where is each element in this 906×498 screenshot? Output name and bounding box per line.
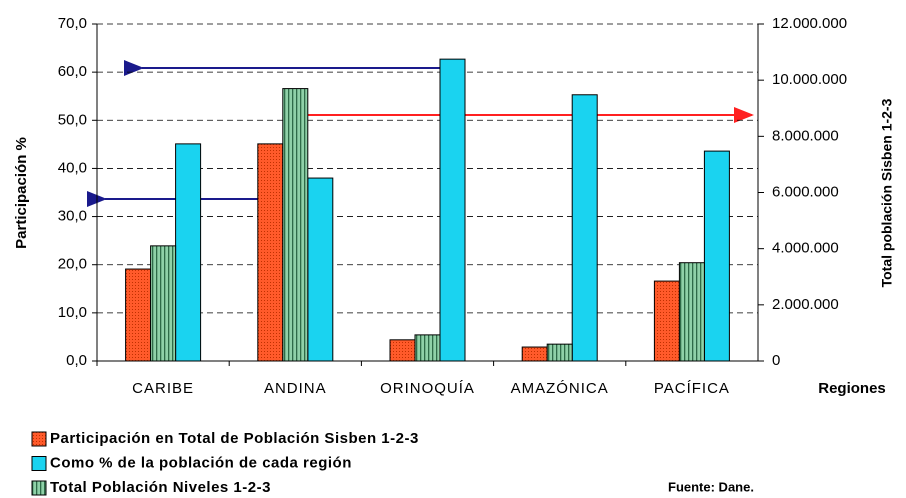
x-tick-label: AMAZÓNICA <box>511 380 609 397</box>
legend-swatch <box>31 480 47 496</box>
legend-label: Participación en Total de Población Sisb… <box>50 430 419 447</box>
bar <box>678 262 705 362</box>
y-tick-label: 70,0 <box>58 15 87 32</box>
y-tick-label: 0,0 <box>66 352 87 369</box>
bar <box>175 143 202 362</box>
bar <box>150 245 177 362</box>
y2-tick-label: 4.000.000 <box>772 240 839 257</box>
y2-axis-title: Total población Sisben 1-2-3 <box>879 98 895 287</box>
y-axis-title: Participación % <box>13 137 30 249</box>
y2-tick-label: 6.000.000 <box>772 183 839 200</box>
x-tick-label: ANDINA <box>264 380 327 397</box>
y-tick-label: 40,0 <box>58 159 87 176</box>
y2-tick-label: 0 <box>772 352 780 369</box>
bar <box>257 143 284 362</box>
source: Fuente: Dane. <box>668 479 754 494</box>
y-tick-label: 60,0 <box>58 63 87 80</box>
bar <box>703 150 730 362</box>
bar <box>653 280 680 362</box>
x-tick-label: PACÍFICA <box>654 380 730 397</box>
legend-swatch <box>31 456 47 471</box>
y-tick-label: 30,0 <box>58 208 87 225</box>
legend-label: Total Población Niveles 1-2-3 <box>50 479 271 496</box>
legend-label: Como % de la población de cada región <box>50 454 352 471</box>
bar <box>389 339 416 362</box>
bar <box>546 343 573 362</box>
y2-tick-label: 10.000.000 <box>772 71 847 88</box>
x-tick-label: ORINOQUÍA <box>380 380 475 397</box>
y2-tick-label: 2.000.000 <box>772 296 839 313</box>
bar <box>282 88 309 362</box>
bar <box>521 346 548 362</box>
bar <box>439 58 466 362</box>
x-tick-label: CARIBE <box>132 380 194 397</box>
bar <box>571 94 598 362</box>
bar <box>414 334 441 362</box>
legend-swatch <box>31 431 47 447</box>
y-tick-label: 50,0 <box>58 111 87 128</box>
y2-tick-label: 12.000.000 <box>772 15 847 32</box>
arrows <box>87 60 754 207</box>
y-tick-label: 10,0 <box>58 304 87 321</box>
x-axis-title: Regiones <box>818 380 886 397</box>
y2-tick-label: 8.000.000 <box>772 127 839 144</box>
bar <box>125 268 152 362</box>
bar <box>307 177 334 362</box>
y-tick-label: 20,0 <box>58 256 87 273</box>
